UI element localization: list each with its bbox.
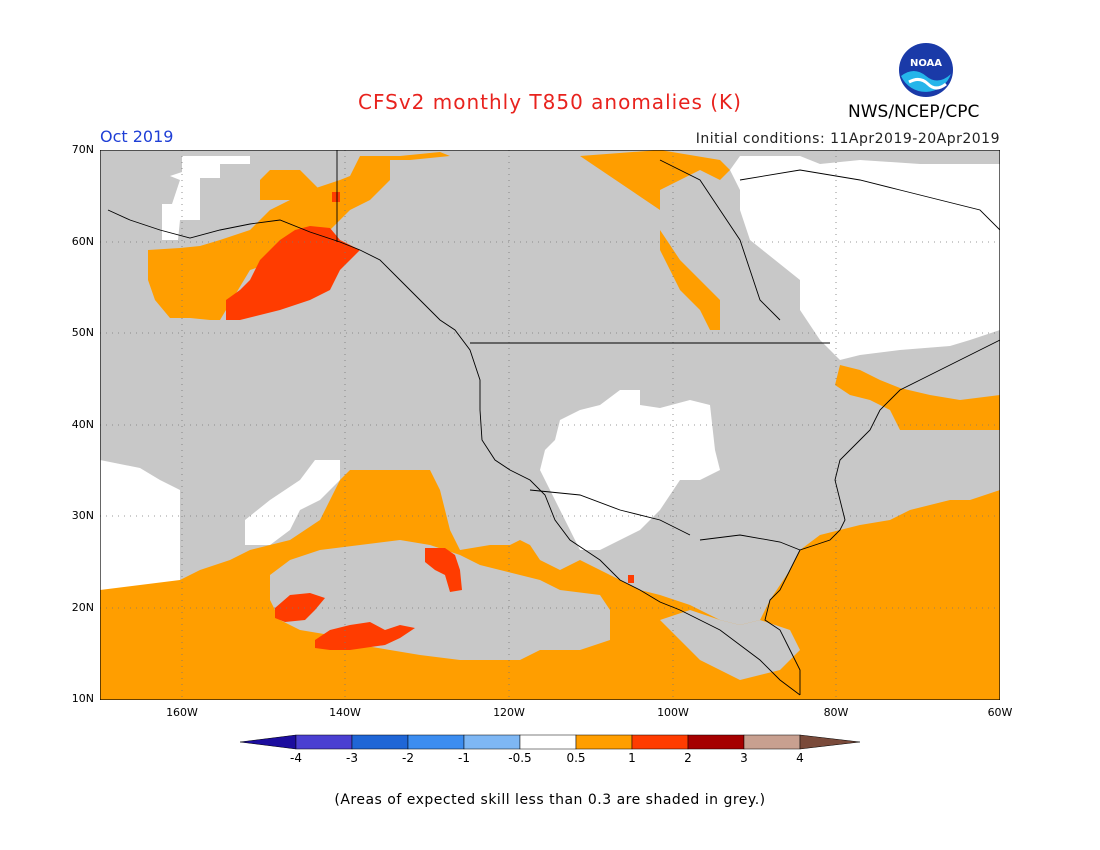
colorbar-bin bbox=[519, 734, 577, 750]
lon-label: 60W bbox=[987, 706, 1013, 719]
near-normal-regions bbox=[100, 156, 1000, 590]
colorbar-label: -3 bbox=[346, 751, 358, 765]
lat-label: 70N bbox=[71, 143, 94, 156]
east-coast-line bbox=[764, 339, 1000, 695]
map-title: CFSv2 monthly T850 anomalies (K) bbox=[358, 90, 742, 114]
red-region-pacific-3 bbox=[425, 548, 462, 592]
white-region-southwest-us bbox=[540, 390, 720, 550]
red-region-pacific-2 bbox=[315, 622, 415, 650]
orange-region-alaska-coast bbox=[260, 170, 320, 200]
orange-region-greenland-west bbox=[580, 150, 730, 330]
colorbar-label: 3 bbox=[740, 751, 748, 765]
white-region-north-pacific bbox=[100, 460, 180, 590]
lon-label: 160W bbox=[166, 706, 198, 719]
red-region-pacific-1 bbox=[275, 593, 325, 622]
lat-label: 50N bbox=[71, 326, 94, 339]
orange-region-alaska-gulf bbox=[148, 156, 390, 320]
us-mexico-border bbox=[529, 489, 691, 536]
initial-conditions: Initial conditions: 11Apr2019-20Apr2019 bbox=[695, 131, 1000, 147]
colorbar bbox=[240, 734, 860, 750]
colorbar-bin bbox=[631, 734, 689, 750]
colorbar-bin bbox=[743, 734, 801, 750]
colorbar-label: -2 bbox=[402, 751, 414, 765]
lon-label: 140W bbox=[329, 706, 361, 719]
lat-label: 20N bbox=[71, 601, 94, 614]
coastlines bbox=[107, 150, 1000, 696]
hudson-bay-coast bbox=[659, 159, 781, 321]
anomaly-map bbox=[100, 150, 1000, 700]
lon-label: 120W bbox=[493, 706, 525, 719]
noaa-logo: NOAA bbox=[896, 42, 956, 102]
colorbar-label: 4 bbox=[796, 751, 804, 765]
lat-label: 40N bbox=[71, 418, 94, 431]
white-region-canada-east bbox=[730, 156, 1000, 360]
colorbar-arrow-low bbox=[240, 734, 297, 750]
west-coast-line bbox=[107, 209, 801, 696]
colorbar-bin bbox=[295, 734, 353, 750]
lon-label: 80W bbox=[823, 706, 849, 719]
arctic-islands-coast bbox=[739, 169, 1000, 231]
white-region-pacific-small bbox=[245, 460, 340, 545]
lat-label: 10N bbox=[71, 692, 94, 705]
colorbar-bin bbox=[351, 734, 409, 750]
red-region-gulf-of-alaska bbox=[226, 226, 360, 320]
agency-label: NWS/NCEP/CPC bbox=[848, 102, 980, 122]
red-region-mexico-small bbox=[628, 575, 634, 583]
gulf-coast-line bbox=[699, 534, 801, 551]
colorbar-bin bbox=[463, 734, 521, 750]
colorbar-bin bbox=[407, 734, 465, 750]
white-region-bering bbox=[162, 156, 250, 240]
orange-region-arctic bbox=[370, 152, 450, 160]
colorbar-arrow-high bbox=[799, 734, 860, 750]
colorbar-label: -1 bbox=[458, 751, 470, 765]
strong-warm-regions bbox=[226, 192, 634, 650]
colorbar-bin bbox=[575, 734, 633, 750]
colorbar-label: 0.5 bbox=[566, 751, 586, 765]
colorbar-label: 1 bbox=[628, 751, 636, 765]
graticule bbox=[100, 150, 1000, 700]
lon-label: 100W bbox=[657, 706, 689, 719]
colorbar-label: -0.5 bbox=[508, 751, 532, 765]
red-region-alaska-small bbox=[332, 192, 340, 202]
colorbar-label: 2 bbox=[684, 751, 692, 765]
colorbar-bin bbox=[687, 734, 745, 750]
colorbar-label: -4 bbox=[290, 751, 302, 765]
grey-pocket-central-america bbox=[660, 610, 800, 680]
noaa-logo-text: NOAA bbox=[910, 58, 942, 69]
skill-footnote: (Areas of expected skill less than 0.3 a… bbox=[334, 792, 766, 808]
orange-region-atlantic-ne bbox=[835, 365, 1000, 430]
lat-label: 30N bbox=[71, 509, 94, 522]
lat-label: 60N bbox=[71, 235, 94, 248]
forecast-month: Oct 2019 bbox=[100, 127, 174, 146]
